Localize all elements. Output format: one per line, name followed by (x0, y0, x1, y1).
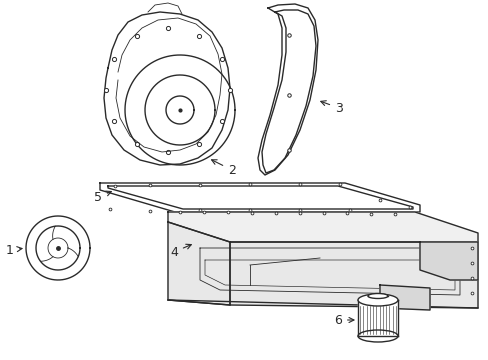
Polygon shape (168, 212, 477, 242)
Text: 1: 1 (6, 243, 22, 257)
Ellipse shape (367, 293, 387, 298)
Polygon shape (168, 222, 229, 305)
Polygon shape (379, 285, 429, 310)
Text: 3: 3 (320, 101, 342, 114)
Polygon shape (419, 242, 477, 280)
Text: 5: 5 (94, 190, 111, 203)
Text: 4: 4 (170, 244, 191, 258)
Polygon shape (229, 242, 477, 308)
Ellipse shape (357, 294, 397, 306)
Text: 6: 6 (333, 314, 353, 327)
Text: 2: 2 (211, 160, 235, 176)
Polygon shape (357, 300, 397, 336)
